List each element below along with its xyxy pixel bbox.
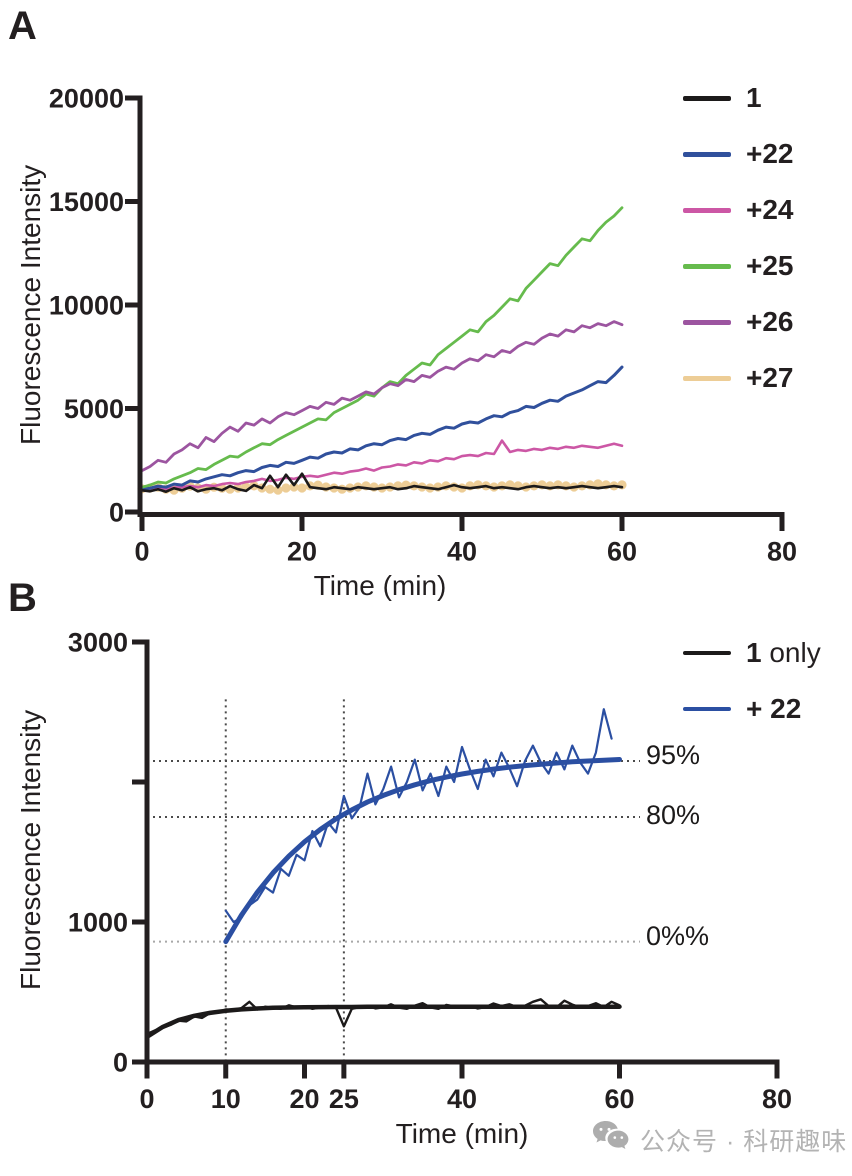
y-tick-label: 0: [113, 1048, 128, 1078]
x-tick-label: 40: [447, 1084, 477, 1114]
x-tick-label: 0: [134, 537, 149, 567]
y-tick-label: 3000: [68, 628, 128, 658]
series-+22-fit: [223, 757, 622, 945]
legend-line-plus-22: [683, 707, 731, 711]
series-dot-+27: [281, 483, 291, 493]
legend-line-plus22: [683, 151, 731, 157]
series-+26: [140, 320, 624, 473]
series-+24: [140, 439, 624, 491]
panel-b-letter: B: [8, 576, 37, 620]
series-dot-+27: [297, 483, 307, 493]
series-dot-+27: [289, 482, 299, 492]
y-tick-label: 10000: [49, 291, 124, 321]
series-dot-+27: [593, 479, 603, 489]
y-tick-label: 1000: [68, 908, 128, 938]
legend-item-plus22: +22: [683, 126, 794, 182]
panel-a-legend: 1 +22 +24 +25 +26 +27: [683, 70, 794, 406]
legend-label-1: 1: [746, 82, 762, 113]
x-tick-label: 10: [211, 1084, 241, 1114]
panel-a-plot: 0 5000 10000 15000 20000 0 20 40 60 80: [49, 84, 797, 567]
series-dot-+27: [273, 485, 283, 495]
x-tick-label: 0: [139, 1084, 154, 1114]
legend-line-plus27: [683, 375, 731, 381]
panel-b-plot: 0 1000 3000 0 10 20 25 40 60 80: [68, 628, 792, 1115]
x-tick-label: 40: [447, 537, 477, 567]
legend-line-1-only: [683, 651, 731, 655]
legend-label-plus25: +25: [746, 250, 794, 281]
series-dot-+27: [497, 481, 507, 491]
panel-b-legend: 1 only + 22: [683, 625, 821, 737]
x-tick-label: 25: [329, 1084, 359, 1114]
x-tick-label: 60: [607, 537, 637, 567]
legend-label-plus22: +22: [746, 138, 794, 169]
panel-a-y-axis-title: Fluorescence Intensity: [15, 164, 46, 446]
x-tick-label: 80: [762, 1084, 792, 1114]
legend-label-plus24: +24: [746, 194, 794, 225]
legend-label-plus-22: + 22: [746, 693, 802, 724]
legend-item-plus25: +25: [683, 238, 794, 294]
y-tick-label: 20000: [49, 84, 124, 114]
x-tick-label: 20: [287, 537, 317, 567]
legend-line-plus25: [683, 263, 731, 269]
threshold-label-0: 0%%: [646, 921, 710, 951]
panel-b-y-axis-title: Fluorescence Intensity: [15, 709, 46, 991]
x-tick-label: 20: [289, 1084, 319, 1114]
y-tick-label: 5000: [64, 394, 124, 424]
panel-a-letter: A: [8, 4, 37, 48]
series-1-only-fit: [144, 1004, 622, 1040]
threshold-label-95: 95%: [646, 740, 701, 770]
y-tick-label: 15000: [49, 187, 124, 217]
panel-a-x-axis-title: Time (min): [313, 570, 447, 601]
threshold-label-80: 80%: [646, 800, 701, 830]
legend-item-1: 1: [683, 70, 794, 126]
legend-label-1-only: 1 only: [746, 637, 821, 668]
series-+22-data: [224, 708, 613, 924]
legend-item-plus26: +26: [683, 294, 794, 350]
legend-item-1-only: 1 only: [683, 625, 821, 681]
legend-item-plus27: +27: [683, 350, 794, 406]
legend-line-plus24: [683, 207, 731, 213]
legend-item-plus24: +24: [683, 182, 794, 238]
legend-line-1: [683, 95, 731, 101]
x-tick-label: 80: [767, 537, 797, 567]
series-dot-+27: [265, 484, 275, 494]
legend-label-plus27: +27: [746, 362, 794, 393]
legend-label-plus26: +26: [746, 306, 794, 337]
wechat-icon: [592, 1120, 632, 1159]
x-tick-label: 60: [604, 1084, 634, 1114]
legend-item-plus-22: + 22: [683, 681, 821, 737]
legend-line-plus26: [683, 319, 731, 325]
y-tick-label: 0: [109, 498, 124, 528]
panel-b-x-axis-title: Time (min): [395, 1118, 529, 1149]
watermark-text: 公众号 · 科研趣味: [640, 1127, 848, 1156]
series-+22: [140, 365, 624, 491]
series-1: [140, 472, 624, 494]
watermark: 公众号 · 科研趣味: [592, 1120, 847, 1159]
